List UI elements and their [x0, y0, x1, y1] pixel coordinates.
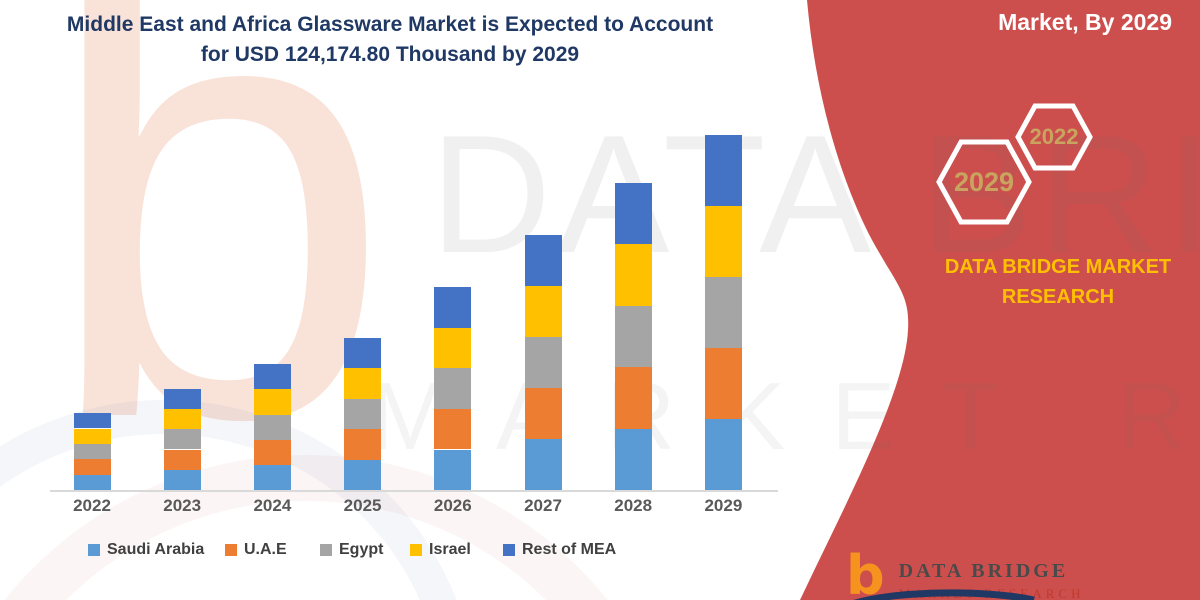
- x-axis-label-2023: 2023: [163, 496, 202, 515]
- legend-swatch-icon: [88, 544, 100, 556]
- legend-item-saudi-arabia: Saudi Arabia: [88, 541, 204, 559]
- bar-2028-u-a-e: [614, 367, 652, 429]
- legend-label: Egypt: [339, 541, 384, 558]
- bar-2024-egypt: [253, 414, 291, 440]
- x-axis-label-2026: 2026: [433, 496, 472, 515]
- legend-swatch-icon: [410, 544, 422, 556]
- hexagon-2022-year: 2022: [1029, 124, 1079, 149]
- bar-2026-u-a-e: [434, 408, 472, 450]
- bar-2029-israel: [704, 206, 742, 277]
- hexagon-2029-outline: [936, 139, 1032, 225]
- bar-2025-rest-of-mea: [344, 337, 382, 369]
- bar-2027-israel: [524, 286, 562, 338]
- bar-2026-saudi-arabia: [434, 449, 472, 490]
- legend-swatch-icon: [225, 544, 237, 556]
- x-axis-label-2028: 2028: [614, 496, 653, 515]
- bar-2027-saudi-arabia: [524, 439, 562, 490]
- bar-2022-u-a-e: [73, 459, 111, 475]
- bar-2028-rest-of-mea: [614, 183, 652, 245]
- bar-2027-egypt: [524, 337, 562, 389]
- bar-2029-rest-of-mea: [704, 135, 742, 206]
- hexagon-2029-year: 2029: [953, 166, 1015, 197]
- bar-2027-rest-of-mea: [524, 235, 562, 287]
- footer-logo: b DATA BRIDGE MARKET RESEARCH: [846, 544, 1084, 600]
- bar-2023-egypt: [163, 429, 201, 450]
- footer-logo-mark: b: [846, 544, 1035, 600]
- x-axis-label-2022: 2022: [73, 496, 111, 515]
- bar-2023-u-a-e: [163, 449, 201, 470]
- bar-2028-saudi-arabia: [614, 428, 652, 490]
- legend-item-egypt: Egypt: [320, 541, 383, 559]
- title-line2: for USD 124,174.80 Thousand by 2029: [200, 43, 580, 67]
- hexagon-2022-outline: [1015, 103, 1093, 171]
- bar-2025-saudi-arabia: [344, 459, 382, 490]
- bar-2022-rest-of-mea: [73, 413, 111, 429]
- bar-2022-saudi-arabia: [73, 474, 111, 490]
- x-axis-line: [50, 490, 778, 492]
- legend-swatch-icon: [503, 544, 515, 556]
- bar-2029-saudi-arabia: [704, 419, 742, 490]
- bar-2027-u-a-e: [524, 388, 562, 439]
- bar-2022-egypt: [73, 443, 111, 460]
- bar-2026-egypt: [434, 368, 472, 409]
- bar-2025-u-a-e: [344, 429, 382, 460]
- bar-2025-egypt: [344, 398, 382, 430]
- x-axis-label-2025: 2025: [343, 496, 382, 515]
- bar-2029-egypt: [704, 277, 742, 348]
- bar-2026-rest-of-mea: [434, 287, 472, 328]
- bar-2028-egypt: [614, 305, 652, 368]
- legend-label: U.A.E: [244, 541, 287, 558]
- bar-2025-israel: [344, 368, 382, 399]
- brand-name-line2: RESEARCH: [1001, 286, 1115, 308]
- legend-label: Israel: [429, 541, 471, 558]
- bar-2023-israel: [163, 409, 201, 430]
- legend-item-u-a-e: U.A.E: [225, 541, 287, 559]
- page-title: Middle East and Africa Glassware Market …: [40, 10, 740, 71]
- brand-name-block: DATA BRIDGE MARKET RESEARCH: [942, 252, 1174, 312]
- footer-logo-swoosh-icon: [853, 589, 1035, 600]
- legend-swatch-icon: [320, 544, 332, 556]
- bar-2023-rest-of-mea: [163, 388, 201, 409]
- banner-market-by-text: Market, By 2029: [998, 9, 1172, 35]
- legend-item-rest-of-mea: Rest of MEA: [503, 541, 616, 559]
- bar-2024-saudi-arabia: [253, 464, 291, 490]
- x-axis-label-2029: 2029: [704, 496, 743, 515]
- bar-2024-israel: [253, 389, 291, 415]
- x-axis-label-2027: 2027: [524, 496, 562, 515]
- footer-logo-b-icon: b: [846, 544, 885, 600]
- bar-2024-rest-of-mea: [253, 364, 291, 390]
- bar-2022-israel: [73, 428, 111, 444]
- legend-item-israel: Israel: [410, 541, 471, 559]
- bar-2026-israel: [434, 327, 472, 369]
- legend-label: Saudi Arabia: [107, 541, 205, 558]
- bar-2023-saudi-arabia: [163, 469, 201, 490]
- footer-logo-brand: DATA BRIDGE: [898, 560, 1069, 582]
- watermark-line2: MARKET RESEARCH: [370, 363, 1200, 470]
- bar-2028-israel: [614, 244, 652, 306]
- legend-label: Rest of MEA: [522, 541, 617, 558]
- brand-name-line1: DATA BRIDGE MARKET: [944, 256, 1172, 278]
- title-line1: Middle East and Africa Glassware Market …: [66, 13, 714, 36]
- bar-2024-u-a-e: [253, 439, 291, 465]
- bar-2029-u-a-e: [704, 348, 742, 419]
- x-axis-label-2024: 2024: [253, 496, 292, 515]
- hexagon-2022: 2022: [1015, 102, 1093, 172]
- hexagon-2029: 2029: [935, 137, 1033, 227]
